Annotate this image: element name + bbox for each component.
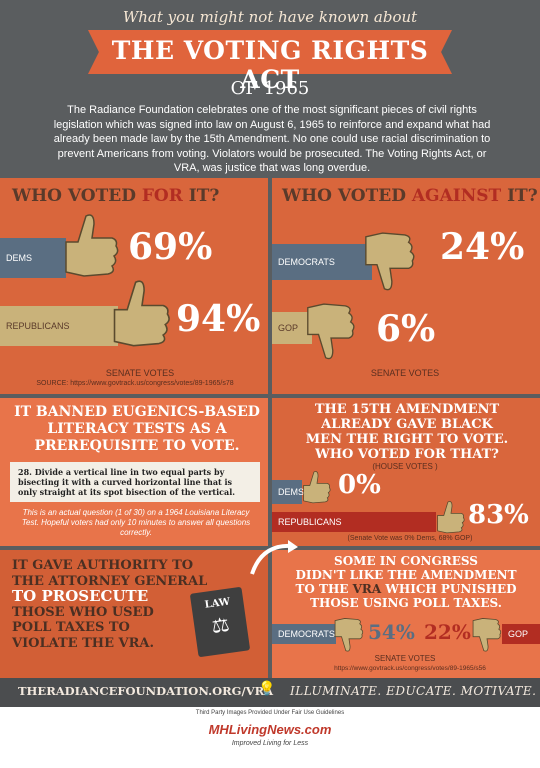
poll-tax-line-2: DIDN'T LIKE THE AMENDMENT [295, 568, 517, 582]
democrats-poll-tax-label: DEMOCRATS [278, 629, 335, 639]
dems-for-bar: DEMS [0, 238, 66, 278]
republicans-amendment-percent: 83% [468, 500, 529, 530]
thumbs-up-icon [437, 501, 465, 534]
prosecute-heading: IT GAVE AUTHORITY TO THE ATTORNEY GENERA… [12, 558, 207, 651]
eugenics-heading: IT BANNED EUGENICS-BASED LITERACY TESTS … [10, 404, 264, 455]
fair-use-credit: Third Party Images Provided Under Fair U… [195, 710, 345, 716]
thumbs-up-icon [65, 214, 119, 277]
democrats-poll-tax-bar: DEMOCRATS [272, 624, 336, 644]
literacy-test-question: 28. Divide a vertical line in two equal … [10, 462, 260, 502]
source-citation: SOURCE: https://www.govtrack.us/congress… [36, 380, 234, 387]
kicker-text: What you might not have known about [122, 8, 418, 26]
prosecute-line-2: THE ATTORNEY GENERAL [12, 573, 208, 589]
republicans-amendment-bar: REPUBLICANS [272, 512, 436, 532]
poll-tax-heading: SOME IN CONGRESS DIDN'T LIKE THE AMENDME… [274, 554, 538, 610]
voted-against-title-emphasis: AGAINST [411, 186, 502, 206]
dems-amendment-bar: DEMS [272, 480, 305, 504]
dems-amendment-label: DEMS [278, 487, 305, 497]
dems-for-label: DEMS [6, 253, 33, 263]
prosecute-line-6: VIOLATE THE VRA. [12, 635, 155, 651]
voted-for-title-emphasis: FOR [141, 186, 183, 206]
eugenics-line-2: LITERACY TESTS AS A [47, 421, 227, 437]
prosecute-line-1: IT GAVE AUTHORITY TO [12, 558, 194, 573]
thumbs-up-icon [113, 280, 170, 347]
poll-tax-line-4: THOSE USING POLL TAXES. [310, 596, 502, 610]
prosecute-line-5: POLL TAXES TO [12, 620, 130, 635]
law-book-icon: LAW ⚖ [189, 586, 251, 658]
republicans-for-percent: 94% [176, 298, 261, 340]
eugenics-line-3: PREREQUISITE TO VOTE. [34, 438, 240, 454]
gop-poll-tax-label: GOP [508, 629, 529, 639]
amendment-line-1: THE 15TH AMENDMENT [314, 402, 500, 417]
prosecute-line-3: TO PROSECUTE [12, 587, 149, 605]
gop-against-label: GOP [278, 323, 299, 333]
amendment-line-4: WHO VOTED FOR THAT? [315, 447, 499, 462]
thumbs-down-icon [472, 618, 502, 652]
poll-tax-vra: VRA [352, 582, 382, 596]
lightbulb-icon: 💡 [258, 680, 276, 696]
poll-tax-line-3c: WHICH PUNISHED [381, 582, 517, 596]
voted-against-panel [272, 178, 540, 394]
footer-bar [0, 678, 540, 707]
literacy-test-note: This is an actual question (1 of 30) on … [21, 508, 251, 537]
voted-against-title: WHO VOTED AGAINST IT? [282, 186, 538, 206]
poll-tax-line-3: TO THE VRA WHICH PUNISHED [274, 582, 538, 596]
dems-for-percent: 69% [128, 226, 213, 268]
republicans-amendment-label: REPUBLICANS [278, 517, 342, 527]
poll-tax-line-3a: TO THE [295, 582, 353, 596]
gop-against-bar: GOP [272, 312, 312, 344]
senate-votes-label: SENATE VOTES [374, 654, 436, 663]
source-citation: https://www.govtrack.us/congress/votes/8… [334, 665, 486, 672]
brand-tagline: Improved Living for Less [231, 740, 309, 747]
republicans-for-bar: REPUBLICANS [0, 306, 118, 346]
house-votes-label: (HOUSE VOTES ) [372, 462, 438, 471]
voted-against-title-a: WHO VOTED [282, 186, 412, 206]
voted-for-title: WHO VOTED FOR IT? [12, 186, 219, 206]
page-title: THE VOTING RIGHTS ACT [111, 36, 429, 94]
title-ribbon [88, 30, 452, 74]
infographic-poster: What you might not have known about THE … [0, 0, 540, 707]
voted-against-title-c: IT? [501, 186, 538, 206]
amendment-line-3: MEN THE RIGHT TO VOTE. [305, 432, 509, 447]
dems-amendment-percent: 0% [338, 470, 381, 500]
thumbs-up-icon [303, 471, 331, 504]
brand-logo[interactable]: MHLivingNews.com [208, 722, 332, 737]
democrats-against-bar: DEMOCRATS [272, 244, 372, 280]
republicans-for-label: REPUBLICANS [6, 321, 70, 331]
gop-against-percent: 6% [376, 308, 436, 350]
democrats-against-label: DEMOCRATS [278, 257, 335, 267]
title-year: OF 1965 [230, 78, 310, 99]
footer-website: THERADIANCEFOUNDATION.ORG/VRA [18, 684, 274, 698]
poll-tax-line-1: SOME IN CONGRESS [334, 554, 478, 568]
democrats-poll-tax-percent: 54% [368, 620, 415, 644]
gop-poll-tax-percent: 22% [424, 620, 471, 644]
senate-vote-note: (Senate Vote was 0% Dems, 68% GOP) [347, 535, 473, 542]
intro-paragraph: The Radiance Foundation celebrates one o… [53, 104, 491, 174]
amendment-line-2: ALREADY GAVE BLACK [321, 417, 493, 432]
thumbs-down-icon [307, 303, 355, 360]
scales-icon: ⚖ [210, 613, 231, 639]
voted-for-title-c: IT? [182, 186, 220, 206]
column-divider [268, 178, 272, 696]
senate-votes-label: SENATE VOTES [105, 368, 175, 378]
curved-arrow-icon [250, 540, 298, 575]
thumbs-down-icon [334, 618, 364, 652]
poll-tax-panel [272, 550, 540, 678]
voted-for-title-a: WHO VOTED [12, 186, 142, 206]
prosecute-line-4: THOSE WHO USED [12, 604, 154, 620]
amendment-heading: THE 15TH AMENDMENT ALREADY GAVE BLACK ME… [276, 402, 538, 462]
footer-motto: ILLUMINATE. EDUCATE. MOTIVATE. [290, 684, 537, 698]
gop-poll-tax-bar: GOP [502, 624, 540, 644]
thumbs-down-icon [365, 232, 415, 291]
credit-area [0, 707, 540, 768]
eugenics-line-1: IT BANNED EUGENICS-BASED [14, 404, 260, 420]
senate-votes-label: SENATE VOTES [370, 368, 440, 378]
democrats-against-percent: 24% [440, 226, 525, 268]
